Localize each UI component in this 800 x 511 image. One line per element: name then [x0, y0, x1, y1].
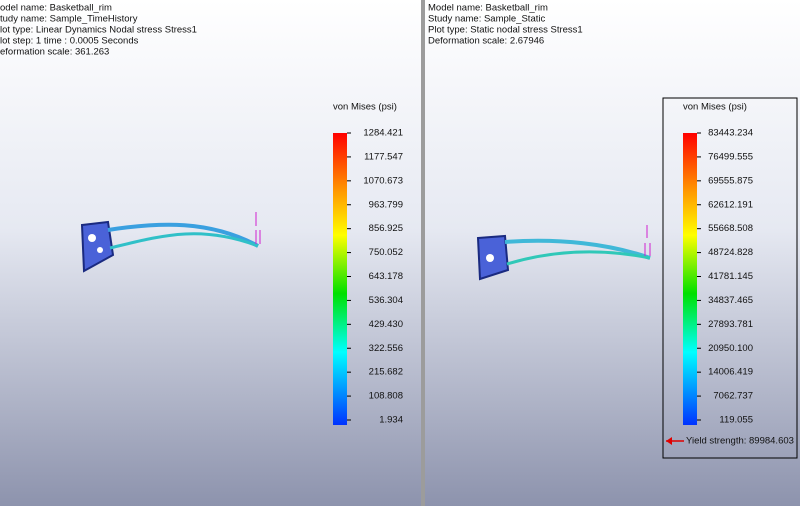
yield-label: Yield strength: 89984.603: [686, 436, 794, 447]
legend-label: 1070.673: [363, 175, 403, 186]
legend-label: 429.430: [369, 319, 403, 330]
legend-title: von Mises (psi): [683, 102, 747, 113]
legend-label: 41781.145: [708, 271, 753, 282]
legend-label: 34837.465: [708, 295, 753, 306]
info-line: eformation scale: 361.263: [0, 47, 109, 58]
yield-arrow: [666, 437, 684, 445]
legend-label: 62612.191: [708, 199, 753, 210]
legend-label: 1.934: [379, 415, 403, 426]
legend-label: 7062.737: [713, 391, 753, 402]
left-model: [80, 212, 261, 273]
info-line: Deformation scale: 2.67946: [428, 36, 544, 47]
left-viewport: [0, 0, 421, 506]
legend-label: 215.682: [369, 367, 403, 378]
legend-label: 536.304: [369, 295, 403, 306]
legend-frame: [662, 97, 798, 459]
legend-label: 750.052: [369, 247, 403, 258]
legend-label: 69555.875: [708, 175, 753, 186]
legend-label: 55668.508: [708, 223, 753, 234]
legend-label: 108.808: [369, 391, 403, 402]
legend-label: 1177.547: [364, 151, 403, 162]
legend-label: 83443.234: [708, 128, 753, 139]
info-line: Study name: Sample_Static: [428, 14, 545, 25]
right-model: [476, 225, 651, 281]
legend-label: 27893.781: [708, 319, 753, 330]
legend-title: von Mises (psi): [333, 102, 397, 113]
legend-label: 48724.828: [708, 247, 753, 258]
legend-label: 322.556: [369, 343, 403, 354]
legend-label: 14006.419: [708, 367, 753, 378]
legend-label: 963.799: [369, 199, 403, 210]
legend-label: 643.178: [369, 271, 403, 282]
info-line: lot type: Linear Dynamics Nodal stress S…: [0, 25, 197, 36]
color-bar: [333, 133, 347, 425]
splitter: [421, 0, 425, 506]
legend-label: 119.055: [719, 415, 753, 426]
legend-label: 856.925: [369, 223, 403, 234]
info-line: Model name: Basketball_rim: [428, 3, 548, 14]
legend-label: 76499.555: [708, 151, 753, 162]
info-line: lot step: 1 time : 0.0005 Seconds: [0, 36, 139, 47]
legend-label: 1284.421: [363, 128, 403, 139]
info-line: Plot type: Static nodal stress Stress1: [428, 25, 583, 36]
color-bar: [683, 133, 697, 425]
legend-label: 20950.100: [708, 343, 753, 354]
info-line: odel name: Basketball_rim: [0, 3, 112, 14]
info-line: tudy name: Sample_TimeHistory: [0, 14, 138, 25]
